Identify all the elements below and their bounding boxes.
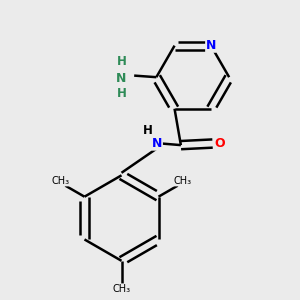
- Text: CH₃: CH₃: [173, 176, 191, 186]
- Text: CH₃: CH₃: [52, 176, 70, 186]
- Text: N: N: [152, 137, 162, 150]
- Text: N: N: [206, 39, 216, 52]
- Text: H: H: [143, 124, 153, 137]
- Text: O: O: [214, 137, 225, 150]
- Text: N: N: [116, 72, 127, 85]
- Text: H: H: [117, 86, 126, 100]
- Text: CH₃: CH₃: [112, 284, 130, 294]
- Text: H: H: [117, 55, 126, 68]
